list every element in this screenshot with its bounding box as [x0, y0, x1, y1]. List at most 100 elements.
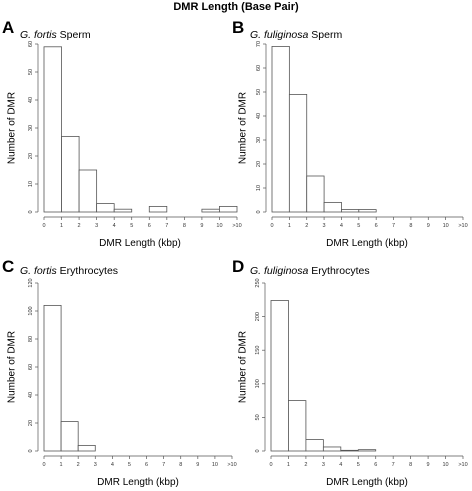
panel-title-species: G. fuliginosa: [250, 29, 309, 41]
x-axis-label: DMR Length (kbp): [326, 477, 408, 488]
x-tick-label: 10: [212, 462, 218, 468]
x-tick-label: 1: [288, 223, 291, 229]
y-tick-label: 80: [28, 336, 34, 342]
y-tick-label: 70: [256, 41, 262, 47]
y-tick-label: 0: [256, 210, 262, 213]
x-tick-label: 10: [443, 223, 449, 229]
panel-title: G. fuliginosa Erythrocytes: [250, 265, 370, 277]
y-tick-label: 50: [255, 414, 261, 420]
histogram-bar: [219, 205, 238, 213]
y-tick-label: 0: [255, 449, 261, 452]
histogram-bar: [60, 421, 79, 452]
panel-title-tissue: Erythrocytes: [308, 265, 369, 277]
y-tick-label: 50: [28, 69, 34, 75]
x-tick-label: >10: [232, 223, 241, 229]
x-tick-label: 7: [162, 462, 165, 468]
y-tick-label: 20: [28, 420, 34, 426]
x-tick-label: 3: [95, 223, 98, 229]
histogram-bar: [201, 208, 220, 213]
x-tick-label: 4: [111, 462, 114, 468]
x-tick-label: 0: [42, 462, 45, 468]
y-tick-label: 150: [255, 346, 261, 355]
histogram-bar: [96, 203, 115, 213]
y-axis-label: Number of DMR: [6, 331, 17, 403]
x-tick-label: 7: [165, 223, 168, 229]
panel-title-species: G. fortis: [20, 265, 58, 277]
histogram-bar: [43, 304, 62, 452]
histogram-bar: [322, 446, 342, 452]
x-tick-label: 8: [409, 462, 412, 468]
x-axis-label: DMR Length (kbp): [326, 238, 408, 249]
x-tick-label: 4: [340, 223, 343, 229]
y-tick-label: 30: [256, 137, 262, 143]
y-axis-label: Number of DMR: [6, 92, 17, 164]
panel-title: G. fuliginosa Sperm: [250, 29, 342, 41]
x-tick-label: 10: [216, 223, 222, 229]
y-tick-label: 100: [255, 379, 261, 388]
x-tick-label: 2: [77, 462, 80, 468]
x-tick-label: 2: [305, 223, 308, 229]
x-axis-label: DMR Length (kbp): [99, 238, 181, 249]
y-tick-label: 120: [28, 278, 34, 287]
panel-title-species: G. fortis: [20, 29, 58, 41]
histogram-bar: [148, 205, 168, 213]
x-tick-label: 1: [287, 462, 290, 468]
x-tick-label: 8: [409, 223, 412, 229]
histogram-bar: [305, 439, 324, 452]
x-tick-label: 2: [304, 462, 307, 468]
x-tick-label: 8: [179, 462, 182, 468]
histogram-bar: [270, 300, 289, 452]
histogram-bar: [61, 135, 80, 213]
y-tick-label: 40: [256, 113, 262, 119]
x-tick-label: 5: [357, 223, 360, 229]
x-tick-label: 6: [374, 462, 377, 468]
y-tick-label: 20: [28, 153, 34, 159]
x-tick-label: 9: [427, 223, 430, 229]
y-tick-label: 50: [256, 89, 262, 95]
panel-c: C G. fortis Erythrocytes 0 1 2 3 4 5 6 7 8 9 10 >10 0 2…: [2, 257, 237, 488]
histogram-bar: [43, 46, 62, 213]
figure-title: DMR Length (Base Pair): [173, 1, 299, 13]
histogram-bar: [340, 449, 359, 452]
panel-letter: B: [232, 18, 244, 37]
panel-b: B G. fuliginosa Sperm 0 1 2 3 4 5 6 7 8 9 10 >10 0 10 20…: [232, 18, 468, 249]
panel-d: D G. fuliginosa Erythrocytes 0 1 2 3 4 5 6 7 8 9 10 >…: [232, 257, 468, 488]
panel-letter: D: [232, 257, 244, 276]
x-tick-label: 7: [392, 462, 395, 468]
y-tick-label: 30: [28, 125, 34, 131]
x-tick-label: 5: [357, 462, 360, 468]
x-tick-label: 6: [375, 223, 378, 229]
x-tick-label: 9: [200, 223, 203, 229]
y-tick-label: 100: [28, 306, 34, 315]
histogram-bar: [357, 449, 377, 452]
y-tick-label: 40: [28, 392, 34, 398]
panel-letter: C: [2, 257, 14, 276]
x-tick-label: >10: [458, 223, 467, 229]
y-tick-label: 250: [255, 278, 261, 287]
y-tick-label: 10: [256, 185, 262, 191]
histogram-bar: [288, 94, 308, 213]
x-tick-label: 10: [442, 462, 448, 468]
x-tick-label: 2: [78, 223, 81, 229]
y-tick-label: 60: [256, 65, 262, 71]
histogram-bar: [271, 46, 290, 213]
panel-title-species: G. fuliginosa: [250, 265, 309, 277]
histogram-bar: [341, 209, 360, 213]
histogram-bar: [306, 175, 325, 213]
panel-title-tissue: Erythrocytes: [57, 265, 118, 277]
y-tick-label: 0: [28, 449, 34, 452]
y-tick-label: 0: [28, 210, 34, 213]
x-tick-label: 3: [94, 462, 97, 468]
x-tick-label: 5: [130, 223, 133, 229]
panel-title-tissue: Sperm: [57, 29, 91, 41]
x-tick-label: 4: [113, 223, 116, 229]
histogram-bar: [288, 400, 307, 452]
x-tick-label: 7: [392, 223, 395, 229]
x-tick-label: 0: [270, 223, 273, 229]
panel-letter: A: [2, 18, 14, 37]
histogram-bar: [77, 444, 96, 452]
x-tick-label: 8: [183, 223, 186, 229]
x-tick-label: 0: [269, 462, 272, 468]
x-tick-label: 5: [128, 462, 131, 468]
histogram-bar: [113, 208, 133, 213]
